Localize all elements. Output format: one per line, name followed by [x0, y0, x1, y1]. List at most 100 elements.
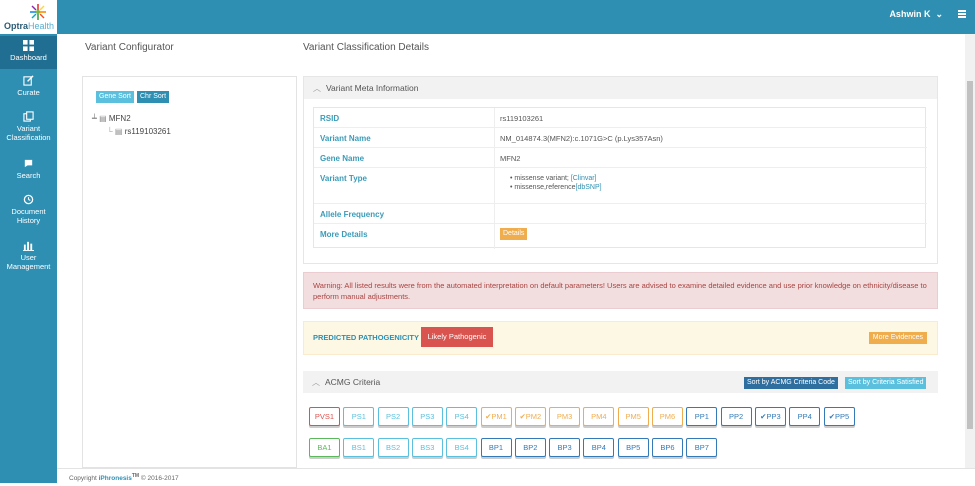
- more-evidences-button[interactable]: More Evidences: [868, 332, 927, 344]
- allele-frequency-label: Allele Frequency: [320, 210, 385, 219]
- meta-panel-header[interactable]: ︿ Variant Meta Information: [304, 77, 937, 99]
- gene-name-value: MFN2: [500, 154, 521, 163]
- table-row: Gene Name MFN2: [314, 148, 927, 168]
- table-row: Allele Frequency: [314, 204, 927, 224]
- variant-type-label: Variant Type: [320, 174, 367, 183]
- table-row: Variant Type • missense variant; [Clinva…: [314, 168, 927, 204]
- acmg-criterion-ba1[interactable]: BA1: [309, 438, 340, 457]
- menu-icon[interactable]: [958, 10, 966, 18]
- acmg-criterion-ps1[interactable]: PS1: [343, 407, 375, 426]
- tree-node-gene[interactable]: ┷ ▤ MFN2: [92, 114, 131, 123]
- tree-toggle-icon: ┷: [92, 114, 97, 123]
- tree-branch-icon: └: [107, 127, 113, 136]
- logo[interactable]: OptraHealth: [0, 0, 57, 34]
- sidebar-label: History: [16, 216, 41, 225]
- footer-text: © 2016-2017: [139, 475, 179, 483]
- acmg-title: ACMG Criteria: [325, 377, 381, 387]
- history-icon: [23, 194, 34, 205]
- table-row: Variant Name NM_014874.3(MFN2):c.1071G>C…: [314, 128, 927, 148]
- sidebar-label: Dashboard: [10, 53, 47, 62]
- sidebar-item-curate[interactable]: Curate: [0, 75, 57, 97]
- scrollbar[interactable]: [965, 34, 975, 468]
- acmg-criterion-bp5[interactable]: BP5: [617, 438, 649, 457]
- acmg-criterion-pp4[interactable]: PP4: [789, 407, 821, 426]
- acmg-criterion-pm3[interactable]: PM3: [549, 407, 581, 426]
- sidebar-item-user-management[interactable]: User Management: [0, 240, 57, 271]
- acmg-criterion-bs4[interactable]: BS4: [446, 438, 478, 457]
- user-menu[interactable]: Ashwin K ⌄: [889, 9, 943, 19]
- acmg-criterion-pp2[interactable]: PP2: [720, 407, 752, 426]
- logo-text: OptraHealth: [4, 21, 55, 31]
- acmg-criterion-bs3[interactable]: BS3: [411, 438, 443, 457]
- sidebar-label: Document: [11, 207, 46, 216]
- logo-icon: [30, 4, 46, 20]
- acmg-criterion-bp6[interactable]: BP6: [652, 438, 683, 457]
- acmg-criterion-pvs1[interactable]: PVS1: [309, 407, 340, 426]
- footer-tm: TM: [131, 473, 140, 479]
- dashboard-icon: [23, 40, 34, 51]
- acmg-criterion-ps2[interactable]: PS2: [377, 407, 409, 426]
- gene-name-label: Gene Name: [320, 154, 365, 163]
- acmg-criterion-pm4[interactable]: PM4: [583, 407, 615, 426]
- acmg-criterion-bp3[interactable]: BP3: [549, 438, 581, 457]
- type-text: missense variant;: [514, 175, 571, 182]
- top-navbar: [0, 0, 975, 34]
- pathogenicity-badge: Likely Pathogenic: [421, 327, 493, 347]
- predicted-pathogenicity-bar: PREDICTED PATHOGENICITY : Likely Pathoge…: [303, 321, 938, 355]
- sidebar-item-variant-classification[interactable]: Variant Classification: [0, 111, 57, 142]
- sidebar-item-dashboard[interactable]: Dashboard: [0, 36, 57, 69]
- copy-icon: [23, 111, 34, 122]
- sidebar-item-document-history[interactable]: Document History: [0, 194, 57, 225]
- clinvar-link[interactable]: [Clinvar]: [570, 175, 597, 182]
- variant-classification-title: Variant Classification Details: [303, 42, 429, 53]
- sort-by-satisfied-button[interactable]: Sort by Criteria Satisfied: [845, 377, 927, 389]
- acmg-criterion-pm2[interactable]: ✔PM2: [514, 407, 546, 426]
- variant-name-label: Variant Name: [320, 134, 371, 143]
- tree-node-variant[interactable]: └ ▤ rs119103261: [107, 127, 171, 136]
- sidebar-label: Search: [16, 171, 41, 180]
- edit-icon: [23, 75, 34, 86]
- file-icon: ▤: [114, 127, 123, 136]
- file-icon: ▤: [99, 114, 107, 123]
- table-divider: [494, 108, 495, 249]
- acmg-criterion-pm6[interactable]: PM6: [652, 407, 683, 426]
- details-button[interactable]: Details: [500, 228, 528, 240]
- scroll-thumb[interactable]: [967, 81, 973, 429]
- collapse-icon: ︿: [312, 378, 320, 387]
- gene-sort-button[interactable]: Gene Sort: [96, 91, 134, 103]
- search-icon: [24, 159, 33, 168]
- more-details-label: More Details: [320, 230, 368, 239]
- acmg-criterion-ps4[interactable]: PS4: [446, 407, 478, 426]
- acmg-criterion-bp7[interactable]: BP7: [686, 438, 718, 457]
- acmg-criterion-bs2[interactable]: BS2: [377, 438, 409, 457]
- variant-type-value: • missense variant; [Clinvar] • missense…: [510, 175, 602, 191]
- meta-panel-title: Variant Meta Information: [326, 83, 419, 93]
- dbsnp-link[interactable]: [dbSNP]: [575, 184, 602, 191]
- sidebar-label: Curate: [17, 88, 40, 97]
- acmg-criterion-pp3[interactable]: ✔PP3: [754, 407, 786, 426]
- sort-by-code-button[interactable]: Sort by ACMG Criteria Code: [744, 377, 838, 389]
- acmg-criterion-bp2[interactable]: BP2: [514, 438, 546, 457]
- sidebar-item-search[interactable]: Search: [0, 158, 57, 180]
- tree-variant-label: rs119103261: [124, 127, 171, 136]
- acmg-panel-header[interactable]: ︿ ACMG Criteria Sort by ACMG Criteria Co…: [303, 371, 938, 393]
- table-row: RSID rs119103261: [314, 108, 927, 128]
- acmg-criteria-panel: ︿ ACMG Criteria Sort by ACMG Criteria Co…: [303, 371, 938, 468]
- predicted-label: PREDICTED PATHOGENICITY :: [313, 333, 424, 342]
- acmg-criterion-bs1[interactable]: BS1: [343, 438, 375, 457]
- acmg-criterion-bp1[interactable]: BP1: [480, 438, 512, 457]
- sidebar-label: Management: [6, 262, 51, 271]
- sidebar-label: Variant: [16, 124, 41, 133]
- chr-sort-button[interactable]: Chr Sort: [137, 91, 170, 103]
- bar-chart-icon: [23, 241, 34, 251]
- collapse-icon: ︿: [313, 84, 321, 93]
- footer-brand: iPhronesis: [98, 475, 132, 483]
- acmg-criterion-pp1[interactable]: PP1: [686, 407, 718, 426]
- acmg-criterion-pm5[interactable]: PM5: [617, 407, 649, 426]
- sidebar-label: Classification: [6, 133, 51, 142]
- acmg-criterion-pm1[interactable]: ✔PM1: [480, 407, 512, 426]
- acmg-criterion-bp4[interactable]: BP4: [583, 438, 615, 457]
- type-text: missense,reference: [514, 184, 576, 191]
- acmg-criterion-ps3[interactable]: PS3: [411, 407, 443, 426]
- acmg-criterion-pp5[interactable]: ✔PP5: [823, 407, 855, 426]
